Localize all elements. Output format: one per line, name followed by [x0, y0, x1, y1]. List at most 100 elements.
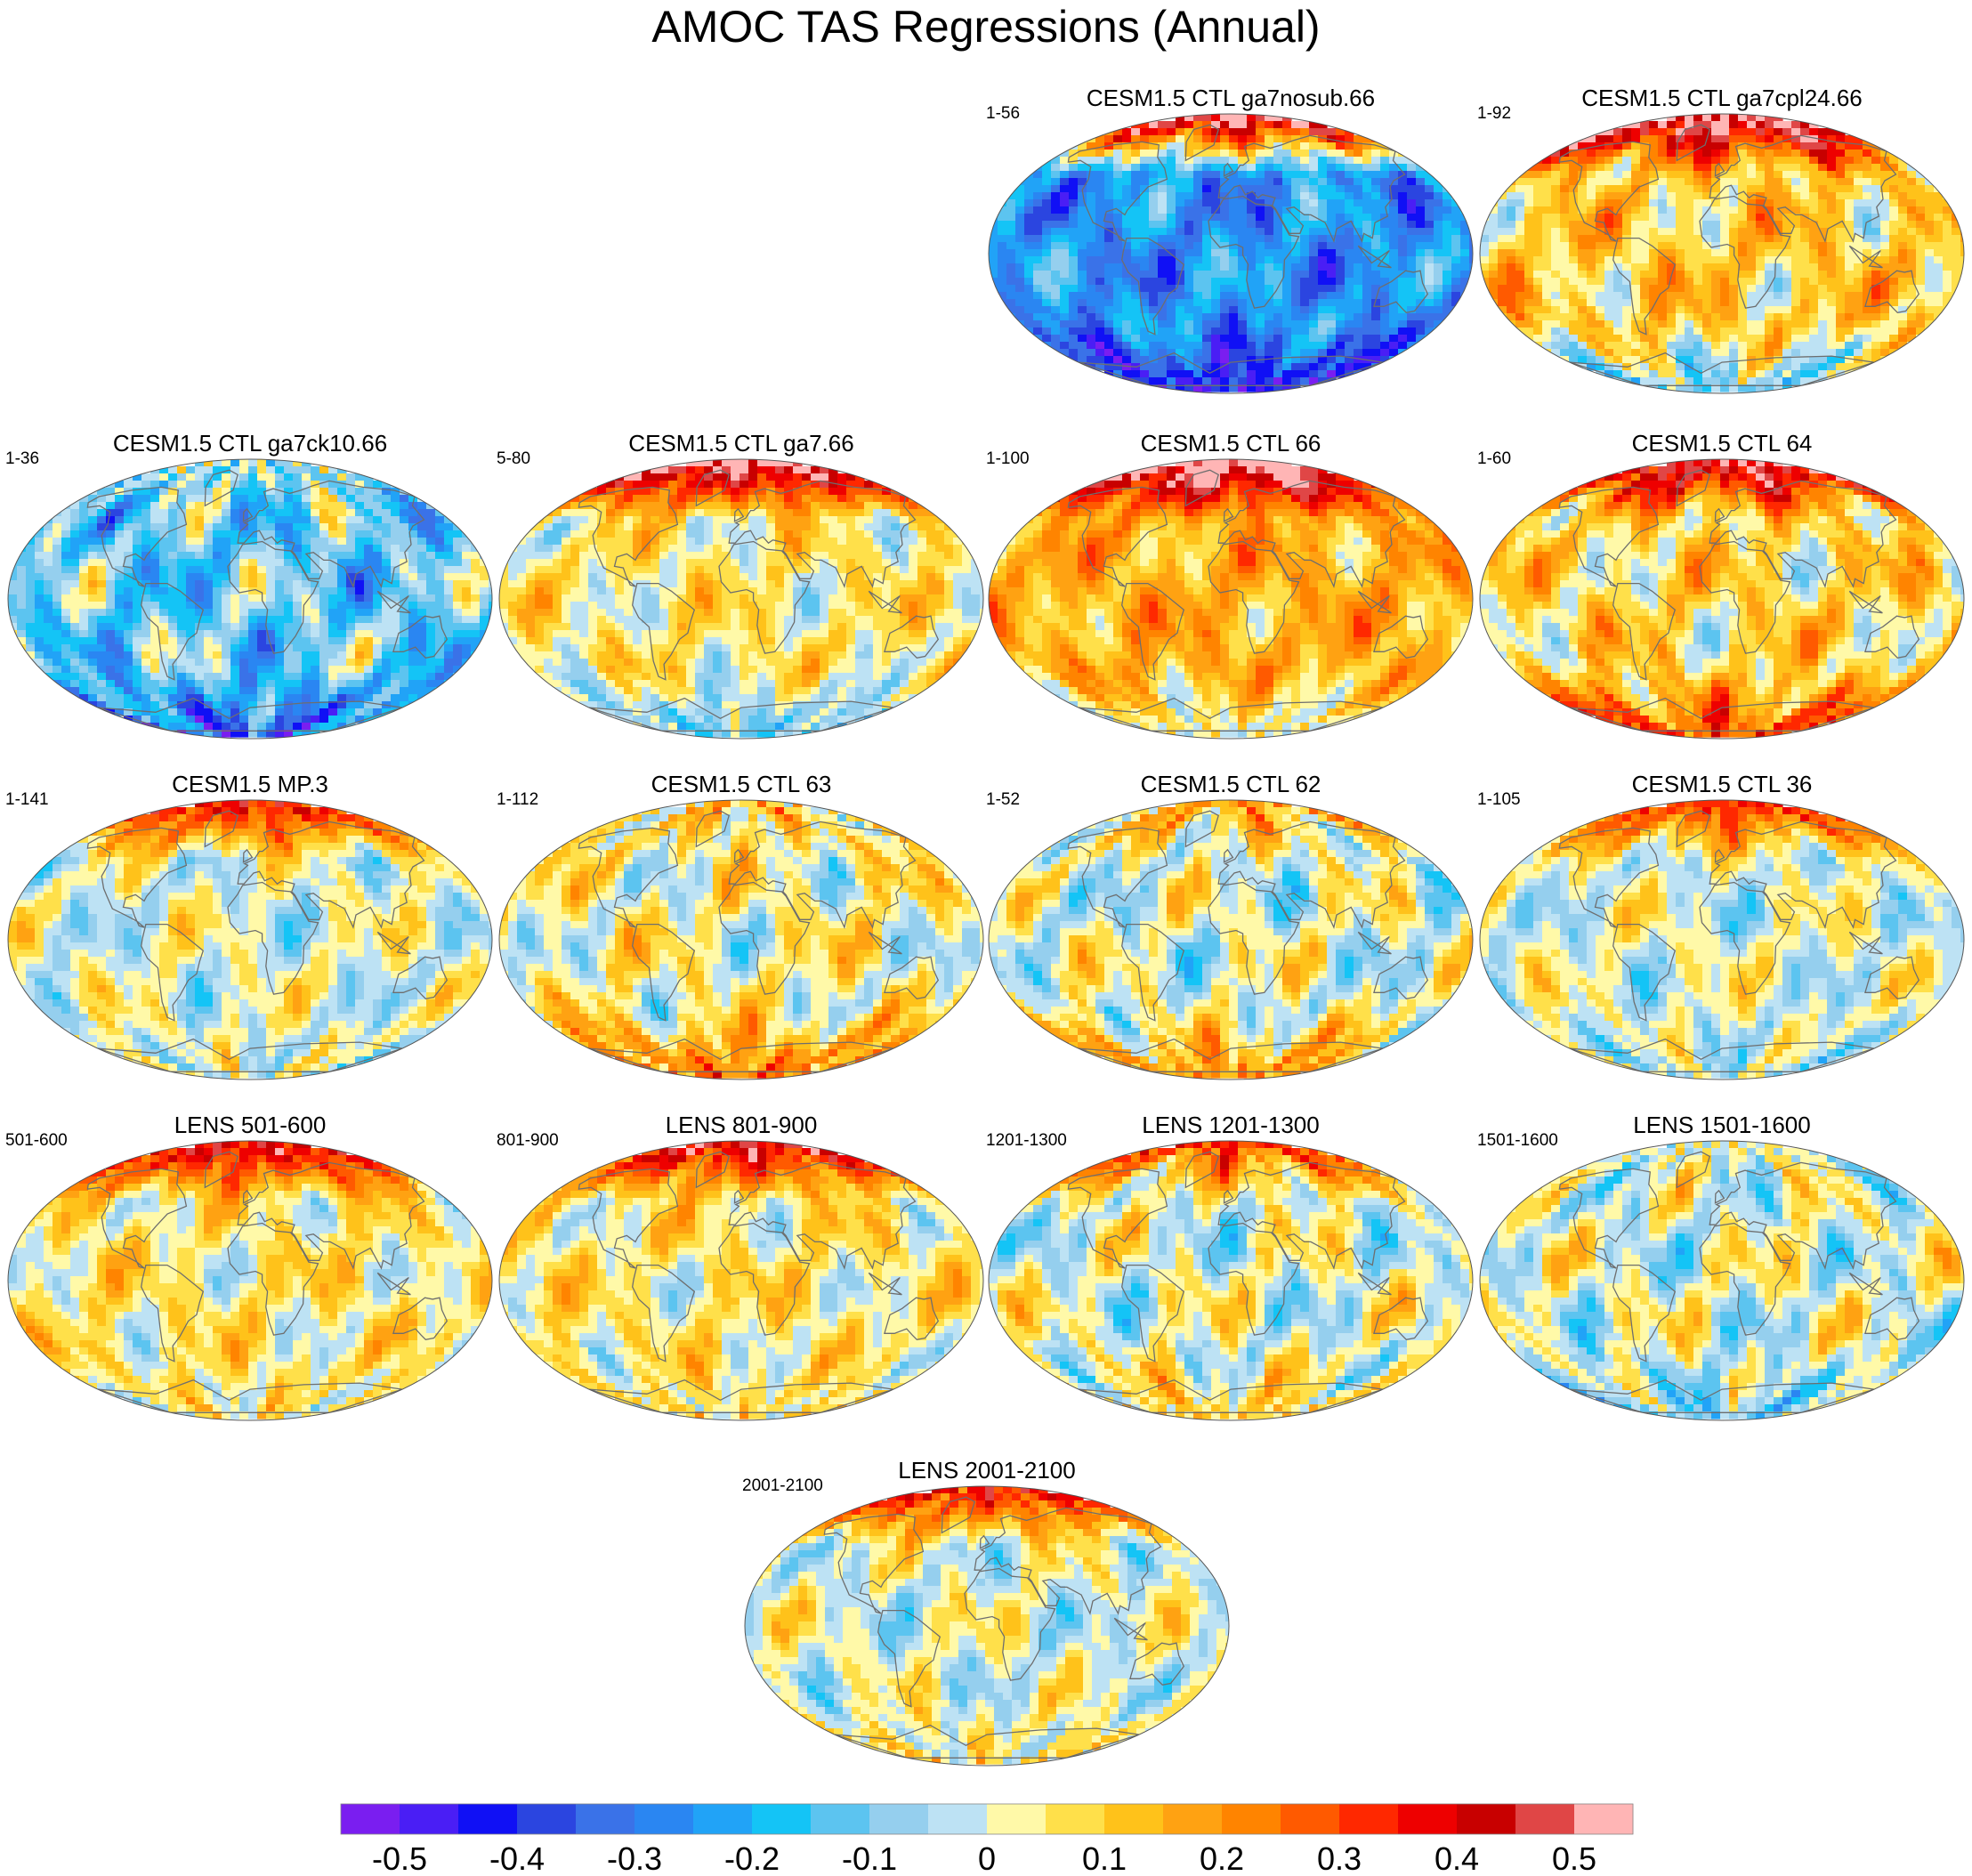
coastline — [227, 1222, 319, 1336]
coastline — [1612, 582, 1677, 681]
coastline — [1699, 540, 1791, 654]
colorbar-bin — [517, 1804, 577, 1834]
colorbar: -0.5 -0.4 -0.3 -0.2 -0.1 0 0.1 0.2 0.3 0.4 0.5 — [340, 1803, 1634, 1873]
colorbar-bin — [869, 1804, 929, 1834]
panel-title: LENS 1201-1300 — [986, 1112, 1475, 1138]
coastline — [204, 810, 238, 848]
colorbar-bin — [458, 1804, 518, 1834]
colorbar-tick-label: -0.4 — [489, 1840, 545, 1873]
colorbar-tick-label: 0 — [978, 1840, 996, 1873]
map-field — [1480, 1141, 1964, 1419]
coastline — [1558, 141, 1660, 242]
colorbar-bin — [1281, 1804, 1340, 1834]
colorbar-tick-label: 0.5 — [1552, 1840, 1596, 1873]
coastline — [588, 1379, 894, 1413]
panel-years: 1-36 — [5, 449, 39, 469]
colorbar-bin — [341, 1804, 400, 1834]
colorbar-bin — [400, 1804, 459, 1834]
coastline — [97, 1379, 403, 1413]
coastline — [578, 486, 679, 587]
panel-title: CESM1.5 CTL ga7nosub.66 — [986, 85, 1475, 111]
coastline — [1864, 615, 1920, 659]
coastline — [632, 923, 696, 1022]
map-border — [498, 799, 984, 1080]
coastline — [1864, 1297, 1920, 1341]
panel-title: CESM1.5 CTL ga7.66 — [497, 430, 986, 457]
coastline — [392, 615, 449, 659]
coastline — [578, 827, 679, 928]
coastline — [868, 1272, 902, 1296]
coastline — [1714, 507, 1726, 522]
coastline — [1208, 881, 1300, 995]
panel-years: 801-900 — [497, 1131, 559, 1151]
colorbar-bin — [1046, 1804, 1105, 1834]
map-panel: CESM1.5 CTL 66 1-100 — [986, 430, 1475, 741]
coastline — [237, 480, 425, 589]
coastline — [884, 1297, 940, 1341]
coastline — [733, 1189, 745, 1204]
global-map — [498, 1140, 984, 1421]
coastline — [588, 697, 894, 732]
coastline — [877, 1609, 942, 1708]
colorbar-frame — [340, 1803, 1634, 1835]
coastline — [1612, 237, 1677, 336]
coastline — [1223, 507, 1234, 522]
panel-title: CESM1.5 CTL ga7ck10.66 — [5, 430, 495, 457]
coastline — [941, 1496, 975, 1534]
map-border — [988, 799, 1474, 1080]
coastline — [1612, 923, 1677, 1022]
coastline — [1714, 162, 1726, 177]
map-field — [1480, 114, 1964, 392]
colorbar-bin — [576, 1804, 635, 1834]
panel-years: 1-100 — [986, 449, 1030, 469]
coastline — [1373, 615, 1429, 659]
coastline — [1558, 1168, 1660, 1269]
colorbar-tick-label: -0.2 — [724, 1840, 780, 1873]
coastline — [632, 1264, 696, 1363]
map-panel: CESM1.5 CTL ga7.66 5-80 — [497, 430, 986, 741]
map-field — [8, 800, 492, 1079]
map-field — [989, 800, 1473, 1079]
global-map — [7, 1140, 493, 1421]
colorbar-bin — [693, 1804, 753, 1834]
colorbar-bin — [1515, 1804, 1575, 1834]
map-border — [1479, 1140, 1965, 1421]
coastline — [733, 848, 745, 863]
coastline — [86, 1168, 188, 1269]
map-border — [7, 1140, 493, 1421]
coastline — [1078, 1379, 1384, 1413]
coastline — [718, 540, 811, 654]
coastline — [1357, 245, 1392, 269]
coastline — [695, 469, 730, 507]
coastline — [1848, 1272, 1883, 1296]
coastline — [1714, 1189, 1726, 1204]
coastline — [1709, 821, 1897, 930]
panel-years: 1-92 — [1477, 104, 1511, 124]
coastline — [376, 590, 411, 614]
coastline — [1357, 590, 1392, 614]
coastline — [97, 697, 403, 732]
coastline — [728, 821, 917, 930]
colorbar-tick-label: -0.3 — [607, 1840, 662, 1873]
coastline — [376, 1272, 411, 1296]
coastline — [1676, 1151, 1710, 1189]
map-panel: CESM1.5 CTL 64 1-60 — [1477, 430, 1967, 741]
coastline — [204, 469, 238, 507]
colorbar-tick-label: 0.4 — [1435, 1840, 1479, 1873]
coastline — [141, 582, 205, 681]
panel-years: 1-52 — [986, 790, 1020, 810]
global-map — [498, 799, 984, 1080]
coastline — [227, 881, 319, 995]
global-map — [988, 113, 1474, 394]
map-panel: CESM1.5 CTL 62 1-52 — [986, 771, 1475, 1082]
global-map — [7, 458, 493, 740]
coastline — [1699, 1222, 1791, 1336]
panel-title: CESM1.5 CTL 66 — [986, 430, 1475, 457]
map-panel: LENS 1201-1300 1201-1300 — [986, 1112, 1475, 1423]
coastline — [1373, 956, 1429, 1000]
colorbar-tick-label: -0.1 — [842, 1840, 897, 1873]
map-border — [7, 458, 493, 740]
map-border — [988, 1140, 1474, 1421]
panel-title: CESM1.5 CTL 62 — [986, 771, 1475, 797]
coastline — [588, 1038, 894, 1072]
